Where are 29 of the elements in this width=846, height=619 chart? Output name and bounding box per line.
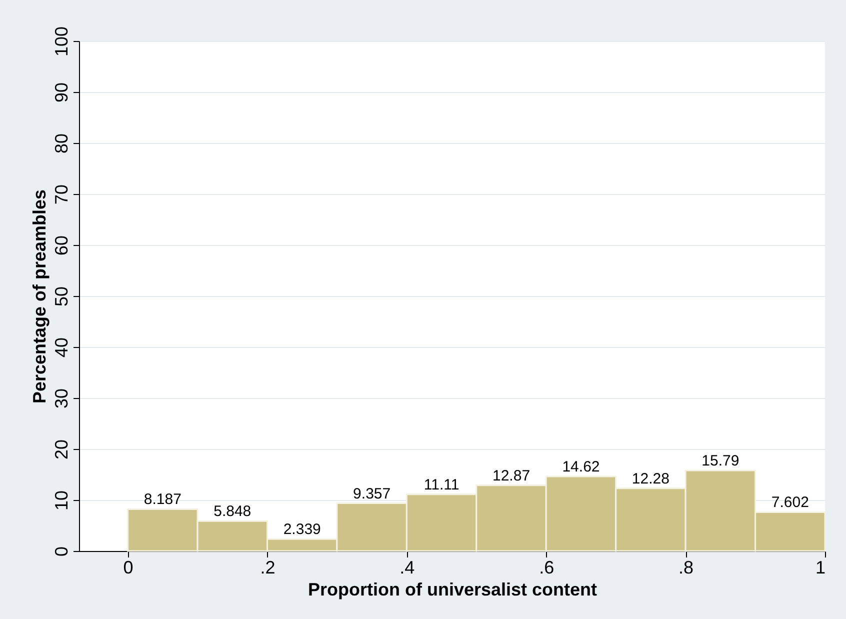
x-tick-label: .8 [678, 558, 694, 578]
data-label: 2.339 [283, 521, 321, 538]
x-tick-label: .6 [539, 558, 554, 578]
x-tick-label: 0 [123, 558, 134, 578]
y-tick-label: 10 [52, 490, 72, 511]
data-label: 5.848 [214, 503, 252, 520]
data-label: 15.79 [702, 452, 740, 470]
y-axis-title: Percentage of preambles [30, 189, 50, 404]
y-tick-label: 90 [52, 82, 72, 103]
data-label: 12.28 [632, 470, 670, 488]
x-tick-label: 1 [815, 558, 826, 578]
data-label: 11.11 [424, 476, 460, 494]
data-label: 14.62 [562, 458, 600, 476]
y-tick-label: 20 [52, 439, 72, 460]
y-tick-label: 0 [52, 546, 72, 557]
x-tick-label: .2 [260, 558, 276, 578]
data-label: 9.357 [353, 485, 391, 502]
y-tick-label: 40 [52, 337, 72, 358]
y-tick-label: 70 [52, 184, 72, 205]
y-tick-label: 30 [52, 388, 72, 409]
y-tick-label: 100 [52, 26, 72, 57]
y-tick-label: 60 [52, 235, 72, 256]
data-label: 8.187 [144, 491, 182, 508]
data-label: 7.602 [771, 494, 809, 512]
x-axis-title: Proportion of universalist content [308, 580, 598, 600]
data-label: 12.87 [492, 467, 530, 484]
y-tick-label: 50 [52, 286, 72, 307]
x-tick-label: .4 [400, 558, 415, 578]
y-tick-label: 80 [52, 133, 72, 154]
